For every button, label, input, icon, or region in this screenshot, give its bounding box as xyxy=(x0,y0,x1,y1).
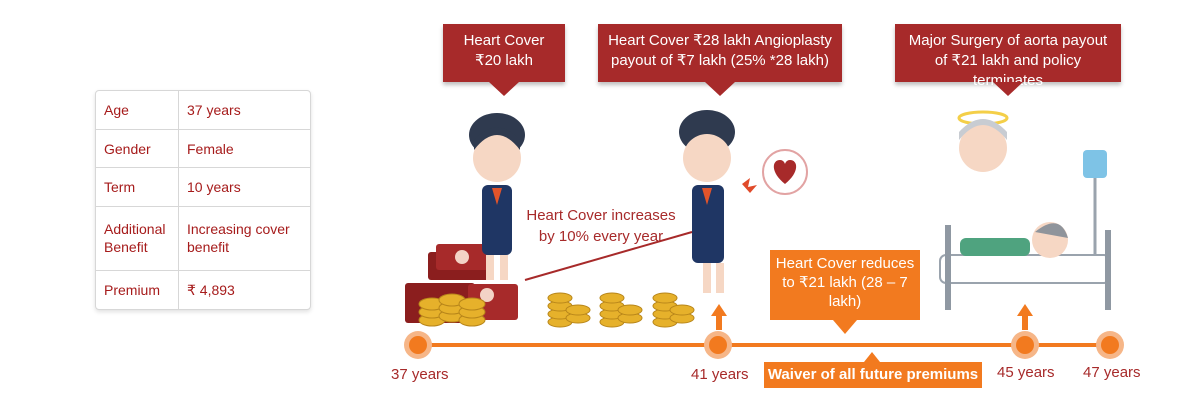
arrow-up-icon xyxy=(1017,304,1033,330)
timeline-marker-37 xyxy=(404,331,432,359)
policy-details-table: Age 37 years Gender Female Term 10 years… xyxy=(95,90,311,310)
arrow-up-icon xyxy=(864,352,880,362)
row-label: Gender xyxy=(96,129,179,169)
woman-pain-illustration xyxy=(679,110,757,293)
row-value: Female xyxy=(178,129,310,169)
waiver-badge: Waiver of all future premiums xyxy=(764,362,982,388)
callout-start-cover: Heart Cover ₹20 lakh xyxy=(443,24,565,96)
woman-healthy-illustration xyxy=(469,113,525,280)
coin-stack-icon xyxy=(599,292,643,328)
coin-stack-icon xyxy=(652,292,695,328)
heart-icon xyxy=(762,149,808,195)
row-label: Age xyxy=(96,91,179,130)
table-row: Term 10 years xyxy=(96,167,310,207)
table-row: Gender Female xyxy=(96,129,310,169)
table-row: Premium ₹ 4,893 xyxy=(96,270,310,309)
timeline-label-45: 45 years xyxy=(997,364,1055,381)
timeline-marker-47 xyxy=(1096,331,1124,359)
timeline-label-41: 41 years xyxy=(691,366,749,383)
timeline-marker-41 xyxy=(704,331,732,359)
table-row: Age 37 years xyxy=(96,91,310,130)
row-value: 37 years xyxy=(178,91,310,130)
table-row: Additional Benefit Increasing cover bene… xyxy=(96,206,310,272)
callout-angioplasty: Heart Cover ₹28 lakh Angioplasty payout … xyxy=(598,24,842,96)
timeline-label-47: 47 years xyxy=(1083,364,1141,381)
row-label: Additional Benefit xyxy=(96,206,179,272)
row-label: Premium xyxy=(96,270,179,309)
row-label: Term xyxy=(96,167,179,207)
hospital-illustration xyxy=(939,110,1111,310)
callout-surgery: Major Surgery of aorta payout of ₹21 lak… xyxy=(895,24,1121,96)
timeline-label-37: 37 years xyxy=(391,366,449,383)
cover-reduce-note: Heart Cover reduces to ₹21 lakh (28 – 7 … xyxy=(770,250,920,334)
growth-line xyxy=(524,231,693,281)
timeline-marker-45 xyxy=(1011,331,1039,359)
row-value: Increasing cover benefit xyxy=(178,206,310,272)
row-value: ₹ 4,893 xyxy=(187,282,235,299)
cover-increase-note: Heart Cover increases by 10% every year xyxy=(526,207,676,245)
arrow-up-icon xyxy=(711,304,727,330)
row-value: 10 years xyxy=(178,167,310,207)
coin-stack-icon xyxy=(418,293,486,327)
coin-stack-icon xyxy=(547,292,591,328)
